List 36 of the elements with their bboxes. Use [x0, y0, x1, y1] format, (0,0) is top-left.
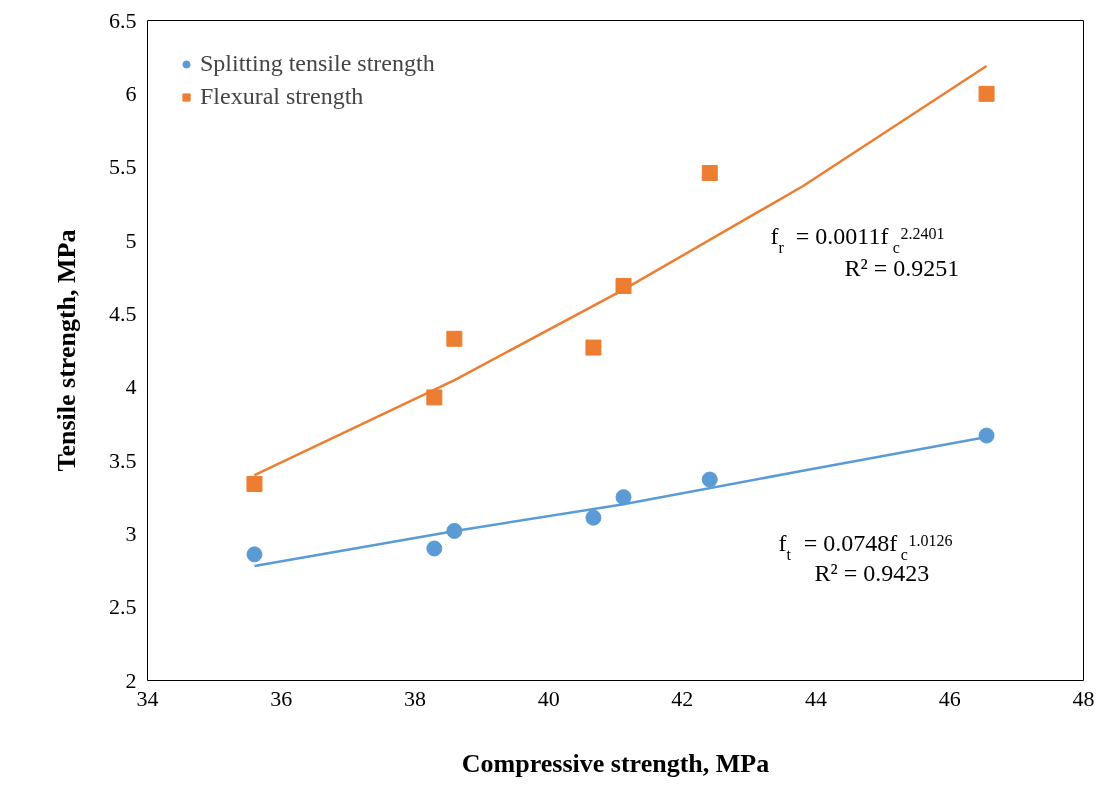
- point: [246, 475, 263, 492]
- point: [615, 489, 632, 506]
- point: [426, 540, 443, 557]
- x-tick-label: 46: [938, 685, 961, 711]
- y-tick-label: 2.5: [109, 594, 137, 620]
- point: [701, 165, 718, 182]
- point: [426, 389, 443, 406]
- x-tick-label: 48: [1072, 685, 1095, 711]
- y-tick-label: 3.5: [109, 447, 137, 473]
- y-tick-label: 6: [125, 80, 137, 106]
- annotation: R² = 0.9423: [814, 559, 930, 586]
- y-tick-label: 4: [125, 374, 137, 400]
- point: [585, 509, 602, 526]
- x-tick-label: 40: [537, 685, 560, 711]
- x-tick-label: 36: [270, 685, 293, 711]
- x-axis-title: Compressive strength, MPa: [461, 748, 770, 778]
- legend-label: Splitting tensile strength: [200, 50, 435, 77]
- y-tick-label: 2: [125, 667, 137, 693]
- point: [701, 471, 718, 488]
- y-tick-label: 5.5: [109, 154, 137, 180]
- x-tick-label: 34: [136, 685, 159, 711]
- point: [585, 339, 602, 356]
- x-tick-label: 38: [403, 685, 426, 711]
- point: [978, 427, 995, 444]
- y-tick-label: 3: [125, 520, 137, 546]
- y-tick-label: 6.5: [109, 7, 137, 33]
- y-axis-title: Tensile strength, MPa: [52, 229, 81, 472]
- legend-label: Flexural strength: [200, 83, 364, 110]
- point: [446, 330, 463, 347]
- point: [978, 85, 995, 102]
- y-tick-label: 4.5: [109, 300, 137, 326]
- annotation: R² = 0.9251: [844, 254, 960, 281]
- x-tick-label: 42: [671, 685, 694, 711]
- y-tick-label: 5: [125, 227, 137, 253]
- x-tick-label: 44: [805, 685, 828, 711]
- point: [246, 546, 263, 563]
